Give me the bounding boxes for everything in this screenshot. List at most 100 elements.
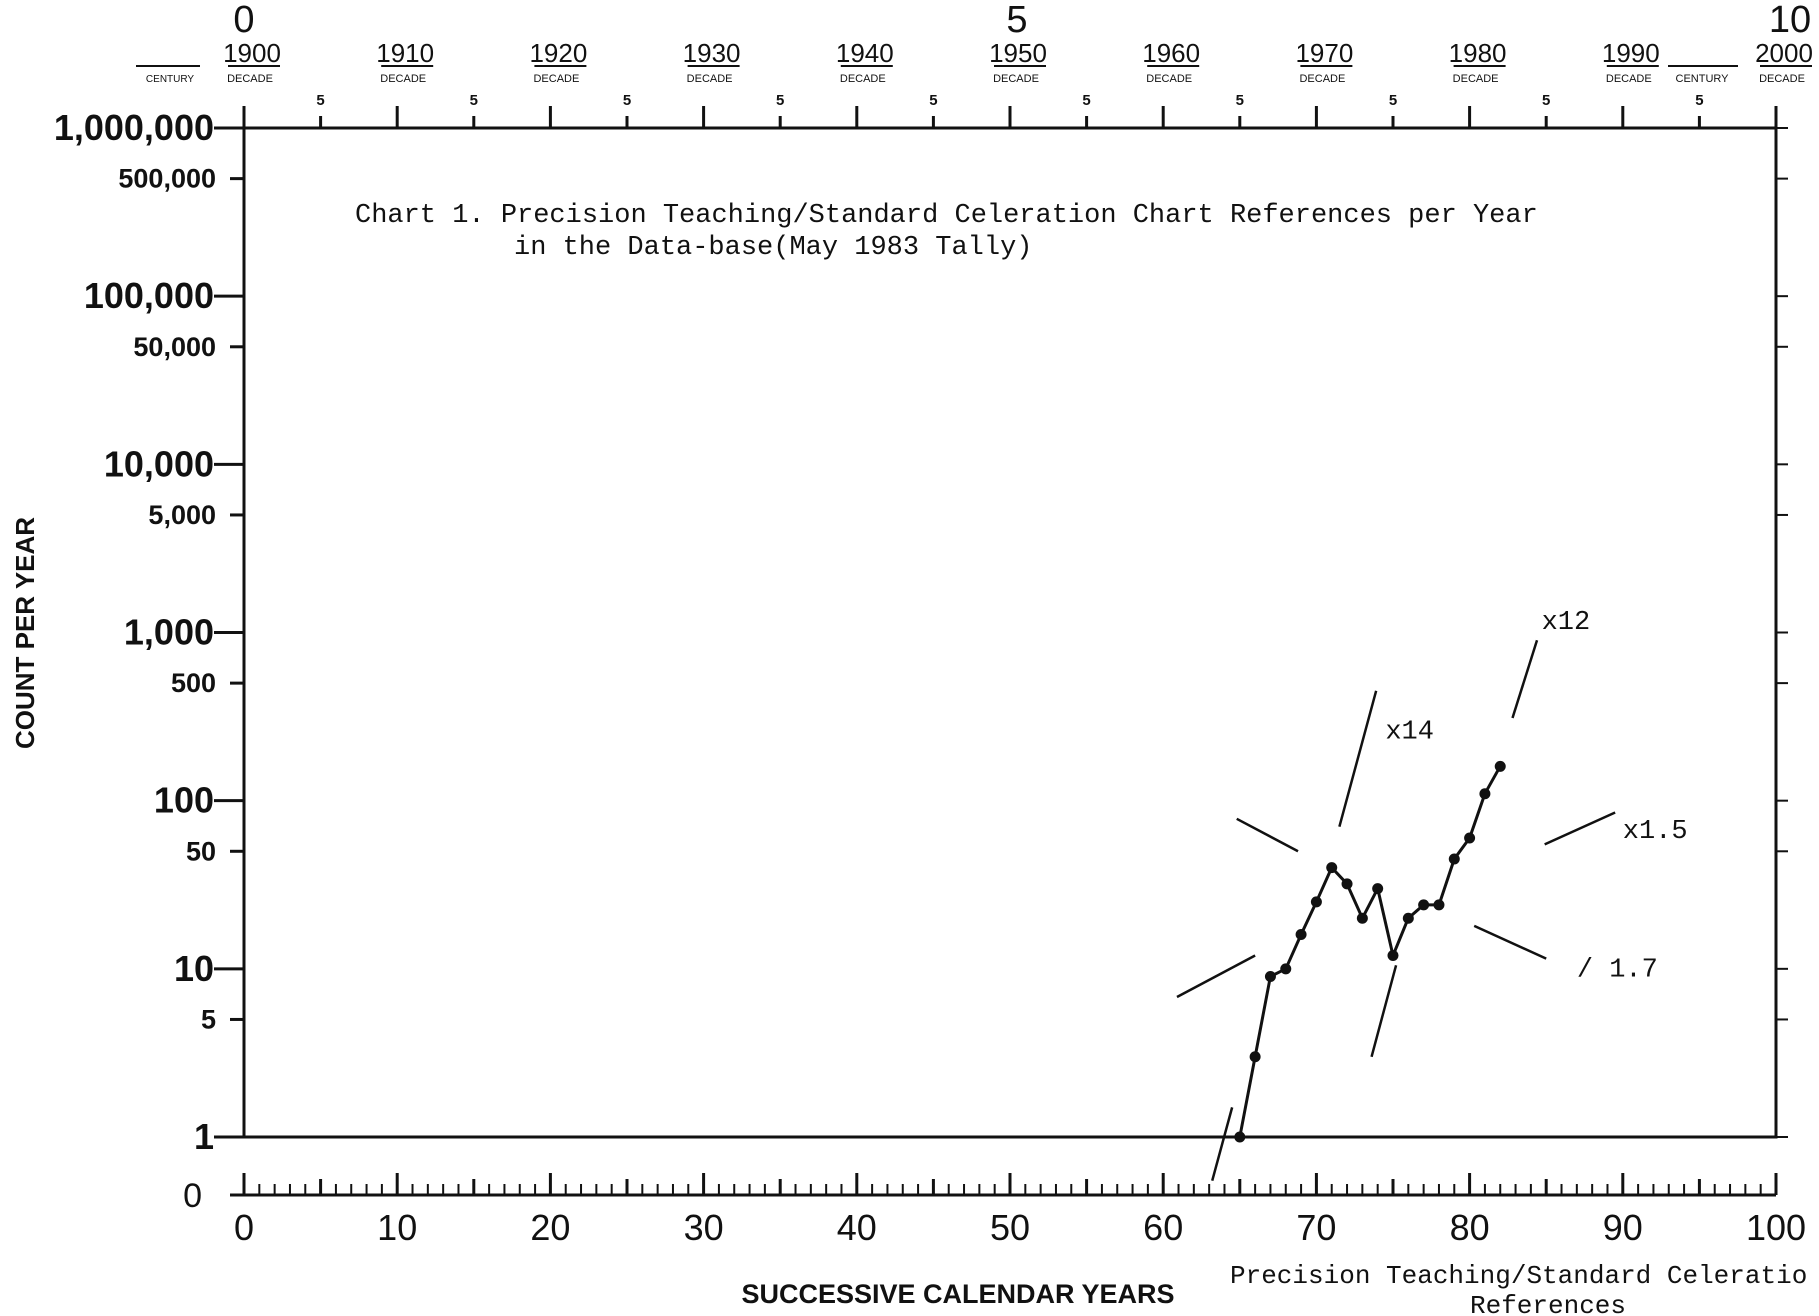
top-century-label: 10 — [1769, 0, 1811, 41]
top-decade-year: 1900 — [223, 38, 281, 68]
top-decade-year: 1920 — [529, 38, 587, 68]
top-five-label: 5 — [623, 92, 631, 109]
y-tick-label: 10,000 — [104, 443, 214, 484]
data-point — [1387, 950, 1399, 962]
celeration-line — [1544, 811, 1616, 846]
top-five-label: 5 — [929, 92, 937, 109]
data-point — [1402, 912, 1414, 924]
celeration-label: / 1.7 — [1577, 956, 1658, 986]
y-axis: 1,000,000 500,000 100,000 50,000 10,000 5,000… — [54, 107, 1788, 1215]
top-five-label: 5 — [1082, 92, 1090, 109]
x-tick-label: 0 — [234, 1207, 254, 1248]
top-five-label: 5 — [1695, 92, 1703, 109]
y-tick-label: 500,000 — [118, 164, 216, 194]
top-decade-year: 2000 — [1755, 38, 1813, 68]
data-point — [1341, 878, 1353, 890]
top-century-sub-right: CENTURY — [1676, 73, 1730, 85]
series-label-line-1: Precision Teaching/Standard Celeratio — [1230, 1261, 1807, 1291]
data-point — [1372, 883, 1384, 895]
top-decade-year: 1910 — [376, 38, 434, 68]
top-five-label: 5 — [316, 92, 324, 109]
x-axis-label: SUCCESSIVE CALENDAR YEARS — [741, 1279, 1174, 1309]
top-decade-year: 1990 — [1602, 38, 1660, 68]
top-decade-sub: DECADE — [993, 73, 1039, 85]
celeration-label: x12 — [1542, 608, 1591, 638]
top-decade-sub: DECADE — [533, 73, 579, 85]
y-tick-label: 5 — [201, 1004, 216, 1034]
y-tick-label: 1,000 — [124, 612, 214, 653]
top-five-label: 5 — [1236, 92, 1244, 109]
top-decade-year: 1980 — [1449, 38, 1507, 68]
data-series — [1234, 760, 1506, 1143]
top-five-label: 5 — [1542, 92, 1550, 109]
top-decade-year: 1960 — [1142, 38, 1200, 68]
celeration-line — [1338, 690, 1378, 828]
data-point — [1448, 853, 1460, 865]
top-five-label: 5 — [1389, 92, 1397, 109]
top-century-sub-left: CENTURY — [146, 74, 194, 85]
data-point — [1356, 912, 1368, 924]
chart-title-line-2: in the Data-base(May 1983 Tally) — [514, 233, 1032, 263]
celeration-line — [1511, 639, 1539, 719]
x-tick-label: 100 — [1746, 1207, 1806, 1248]
top-decade-sub: DECADE — [1759, 73, 1805, 85]
top-decade-sub: DECADE — [227, 73, 273, 85]
x-tick-label: 90 — [1603, 1207, 1643, 1248]
data-point — [1479, 788, 1491, 800]
top-decade-sub: DECADE — [687, 73, 733, 85]
y-tick-label: 500 — [171, 668, 216, 698]
data-point — [1494, 760, 1506, 772]
top-century-label: 5 — [1006, 0, 1027, 41]
y-tick-label: 50 — [186, 836, 216, 866]
y-tick-label: 10 — [174, 948, 214, 989]
x-tick-label: 70 — [1296, 1207, 1336, 1248]
celeration-lines: x14 x12 x1.5 / 1.7 — [1176, 608, 1688, 1181]
chart-title-line-1: Chart 1. Precision Teaching/Standard Cel… — [355, 201, 1538, 231]
data-point — [1264, 971, 1276, 983]
y-tick-label: 1 — [194, 1116, 214, 1157]
top-decade-sub: DECADE — [380, 73, 426, 85]
data-point — [1310, 896, 1322, 908]
data-point — [1295, 929, 1307, 941]
x-tick-label: 40 — [837, 1207, 877, 1248]
top-decade-sub: DECADE — [1606, 73, 1652, 85]
y-tick-label: 5,000 — [148, 500, 216, 530]
x-tick-label: 10 — [377, 1207, 417, 1248]
top-decade-year: 1950 — [989, 38, 1047, 68]
y-tick-label: 50,000 — [133, 332, 216, 362]
y-tick-label: 100 — [154, 780, 214, 821]
top-decade-year: 1970 — [1295, 38, 1353, 68]
y-axis-label: COUNT PER YEAR — [10, 517, 40, 749]
y-tick-label: 100,000 — [84, 275, 214, 316]
top-calendar-axis: 5 5 5 5 5 5 5 5 5 5 1900 DECADE 1910 DECADE 1920 DECADE… — [136, 0, 1813, 128]
celeration-line — [1473, 924, 1547, 960]
x-tick-label: 30 — [684, 1207, 724, 1248]
x-tick-label: 60 — [1143, 1207, 1183, 1248]
celeration-label: x1.5 — [1623, 817, 1688, 847]
y-zero-label: 0 — [183, 1177, 202, 1215]
top-decade-sub: DECADE — [1146, 73, 1192, 85]
x-tick-label: 80 — [1450, 1207, 1490, 1248]
top-decade-sub: DECADE — [1453, 73, 1499, 85]
top-five-label: 5 — [776, 92, 784, 109]
top-decade-year: 1930 — [683, 38, 741, 68]
top-five-label: 5 — [470, 92, 478, 109]
celeration-line — [1370, 964, 1398, 1058]
data-point — [1326, 862, 1338, 874]
data-point — [1234, 1131, 1246, 1143]
series-line — [1238, 765, 1502, 1138]
celeration-line — [1211, 1107, 1234, 1181]
data-point — [1433, 899, 1445, 911]
x-axis: 0 10 20 30 40 50 60 70 80 90 100 — [234, 1173, 1806, 1248]
x-tick-label: 50 — [990, 1207, 1030, 1248]
top-century-label: 0 — [233, 0, 254, 41]
celeration-line — [1176, 954, 1256, 999]
y-tick-label: 1,000,000 — [54, 107, 214, 148]
celeration-label: x14 — [1385, 717, 1434, 747]
series-label-line-2: References — [1470, 1291, 1626, 1316]
data-point — [1418, 899, 1430, 911]
data-point — [1280, 963, 1292, 975]
data-point — [1464, 832, 1476, 844]
top-decade-sub: DECADE — [840, 73, 886, 85]
